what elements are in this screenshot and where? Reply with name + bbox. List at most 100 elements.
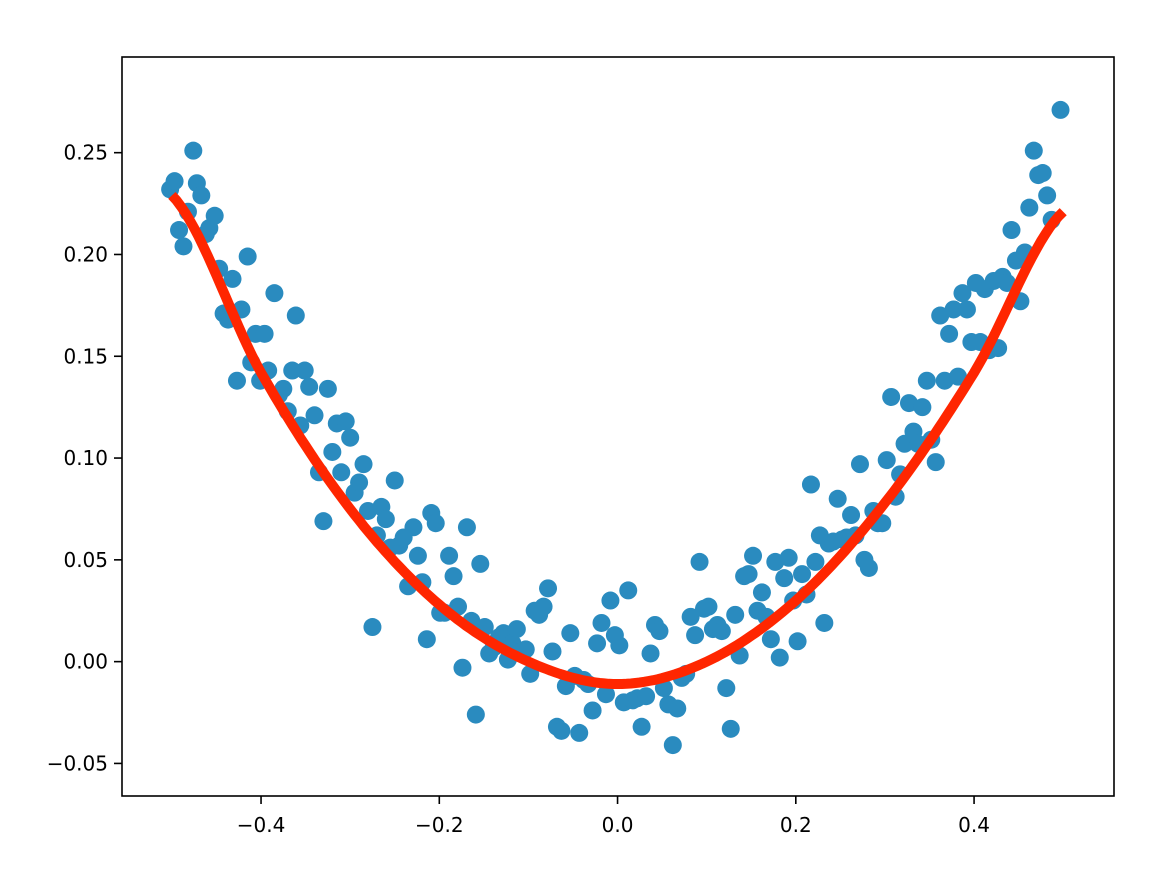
y-tick-label: −0.05 — [47, 751, 108, 775]
data-point — [949, 367, 968, 386]
data-point — [165, 172, 184, 191]
data-point — [801, 475, 820, 494]
data-point — [363, 618, 382, 637]
data-point — [350, 473, 369, 492]
data-point — [300, 377, 319, 396]
data-point — [174, 237, 193, 256]
data-point — [561, 624, 580, 643]
x-tick-label: −0.2 — [415, 813, 464, 837]
data-point — [184, 141, 203, 160]
y-tick-label: 0.10 — [63, 446, 108, 470]
data-point — [332, 463, 351, 482]
data-point — [1020, 198, 1039, 217]
data-point — [744, 546, 763, 565]
data-point — [610, 636, 629, 655]
data-point — [1051, 100, 1070, 119]
data-point — [917, 371, 936, 390]
data-point — [717, 679, 736, 698]
data-point — [305, 406, 324, 425]
data-point — [926, 453, 945, 472]
data-point — [354, 455, 373, 474]
data-point — [376, 510, 395, 529]
data-point — [471, 554, 490, 573]
data-point — [668, 699, 687, 718]
data-point — [601, 591, 620, 610]
data-point — [842, 506, 861, 525]
x-tick-label: −0.4 — [237, 813, 286, 837]
y-tick-label: 0.25 — [63, 141, 108, 165]
data-point — [238, 247, 257, 266]
x-axis: −0.4 −0.2 0.0 0.2 0.4 — [237, 796, 990, 837]
data-point — [739, 565, 758, 584]
data-point — [466, 705, 485, 724]
data-point — [255, 324, 274, 343]
data-point — [1024, 141, 1043, 160]
data-point — [295, 361, 314, 380]
data-point — [721, 719, 740, 738]
data-point — [283, 361, 302, 380]
data-point — [815, 613, 834, 632]
data-point — [632, 717, 651, 736]
data-point — [770, 648, 789, 667]
data-point — [552, 721, 571, 740]
data-point — [699, 597, 718, 616]
data-point — [507, 620, 526, 639]
data-point — [426, 514, 445, 533]
data-point — [882, 387, 901, 406]
data-point — [453, 658, 472, 677]
data-point — [592, 613, 611, 632]
data-point — [596, 685, 615, 704]
data-point — [205, 206, 224, 225]
data-point — [336, 412, 355, 431]
data-point — [940, 324, 959, 343]
y-tick-label: 0.00 — [63, 650, 108, 674]
data-point — [170, 221, 189, 240]
data-point — [1033, 164, 1052, 183]
data-point — [543, 642, 562, 661]
data-point — [1002, 221, 1021, 240]
data-point — [323, 442, 342, 461]
data-point — [663, 736, 682, 755]
data-point — [931, 306, 950, 325]
data-point — [779, 548, 798, 567]
x-tick-label: 0.4 — [958, 813, 990, 837]
y-tick-label: 0.20 — [63, 242, 108, 266]
data-point — [793, 565, 812, 584]
data-point — [913, 398, 932, 417]
data-point — [192, 186, 211, 205]
data-point — [806, 552, 825, 571]
data-point — [534, 597, 553, 616]
data-point — [417, 630, 436, 649]
data-point — [650, 622, 669, 641]
fit-line-series — [168, 192, 1067, 689]
data-point — [457, 518, 476, 537]
data-point — [761, 630, 780, 649]
data-point — [314, 512, 333, 531]
data-point — [570, 723, 589, 742]
data-point — [637, 687, 656, 706]
y-tick-label: 0.05 — [63, 548, 108, 572]
data-point — [788, 632, 807, 651]
data-point — [877, 451, 896, 470]
x-tick-label: 0.0 — [602, 813, 634, 837]
data-point — [408, 546, 427, 565]
data-point — [752, 583, 771, 602]
data-point — [619, 581, 638, 600]
data-point — [953, 284, 972, 303]
data-point — [318, 379, 337, 398]
data-point — [712, 622, 731, 641]
data-point — [1038, 186, 1057, 205]
fit-line — [168, 192, 1067, 689]
data-point — [850, 455, 869, 474]
data-point — [444, 567, 463, 586]
data-point — [265, 284, 284, 303]
data-point — [828, 489, 847, 508]
data-point — [957, 300, 976, 319]
data-point — [385, 471, 404, 490]
data-point — [223, 269, 242, 288]
data-point — [539, 579, 558, 598]
data-point — [686, 626, 705, 645]
data-point — [440, 546, 459, 565]
